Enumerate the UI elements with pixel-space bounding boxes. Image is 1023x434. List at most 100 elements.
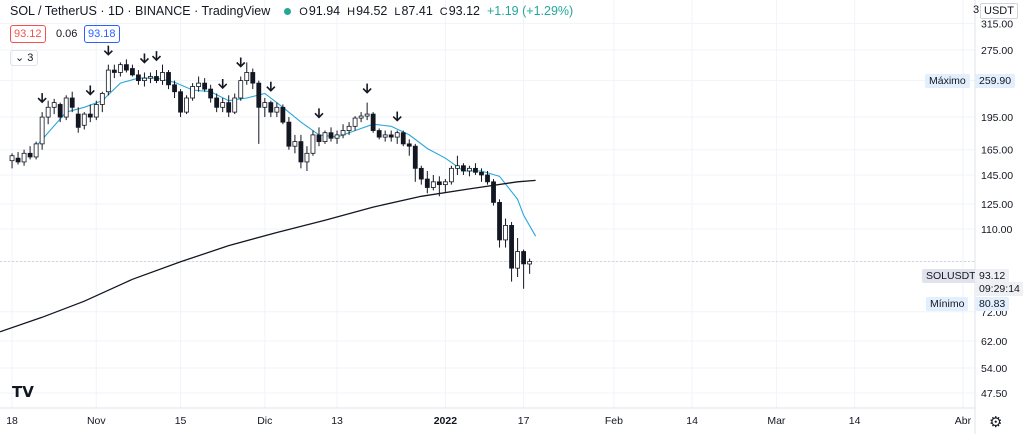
series-line-ma_long	[0, 179, 536, 333]
candle	[388, 130, 394, 142]
candle	[394, 130, 400, 144]
candle-body-up	[238, 80, 244, 99]
candle	[448, 165, 454, 185]
gear-icon[interactable]: ⚙	[989, 414, 1003, 431]
candle-body-down	[136, 74, 141, 82]
candle-body-down	[87, 113, 93, 118]
ohlc-open: O91.94	[299, 4, 341, 18]
candle	[136, 70, 141, 85]
arrow-head	[151, 55, 162, 62]
candle-body-down	[497, 202, 502, 241]
grid	[0, 0, 975, 408]
buy-button[interactable]: 93.18	[84, 25, 120, 43]
candle	[214, 93, 220, 113]
arrow-down-icon	[266, 81, 276, 92]
ohlc-high: H94.52	[347, 4, 388, 18]
candle	[304, 146, 310, 171]
candle	[69, 91, 75, 113]
x-tick-label: 18	[6, 415, 18, 427]
candle-body-down	[268, 102, 274, 113]
candle	[244, 62, 250, 85]
candle	[27, 146, 33, 160]
arrow-down-icon	[151, 51, 162, 62]
candle	[142, 72, 147, 87]
candle	[292, 134, 298, 154]
candle-body-up	[105, 69, 111, 93]
arrow-head	[314, 112, 324, 119]
candle	[75, 107, 81, 133]
candle	[455, 155, 460, 175]
candle	[166, 70, 171, 90]
candle	[467, 165, 472, 177]
symbol-title[interactable]: SOL / TetherUS · 1D · BINANCE · TradingV…	[10, 4, 271, 18]
candle-body-down	[178, 91, 183, 113]
candle-body-up	[51, 102, 57, 108]
candle	[63, 95, 69, 121]
candle-body-up	[160, 72, 165, 82]
candle-body-up	[63, 97, 69, 118]
candle-body-down	[154, 76, 159, 82]
candle	[316, 127, 322, 147]
candle-body-up	[262, 102, 268, 108]
arrow-head	[362, 88, 372, 94]
arrow-markers	[37, 45, 402, 122]
candle	[232, 93, 238, 115]
candle-body-down	[130, 68, 135, 76]
candle	[370, 112, 376, 133]
candle	[430, 174, 436, 191]
indicators-count: 3	[27, 52, 34, 64]
candle-body-up	[515, 251, 520, 269]
y-tick-label: 145.00	[981, 170, 1013, 182]
candle-body-up	[322, 132, 328, 142]
candle-body-down	[208, 88, 214, 99]
candle-body-down	[15, 157, 21, 163]
tradingview-logo[interactable]: TV	[12, 383, 34, 401]
x-tick-label: 14	[849, 415, 861, 427]
currency-selector[interactable]: USDT	[980, 3, 1018, 19]
candle	[105, 64, 111, 96]
candle	[515, 238, 520, 278]
chevron-down-icon: ⌄	[15, 52, 25, 64]
candle	[442, 179, 448, 192]
candle-body-down	[418, 167, 424, 180]
candle-body-down	[491, 181, 496, 203]
candle-body-up	[334, 134, 340, 139]
candle-body-up	[503, 225, 508, 241]
candle-body-down	[370, 113, 376, 131]
candle	[479, 168, 484, 182]
moving-averages	[0, 77, 537, 333]
sell-button[interactable]: 93.12	[10, 25, 46, 43]
candle-body-down	[436, 181, 442, 186]
x-tick-label: 13	[331, 415, 343, 427]
candle-body-down	[298, 141, 304, 163]
candle-body-up	[33, 143, 39, 158]
candle-body-up	[304, 152, 310, 163]
candle-body-up	[310, 134, 316, 154]
x-tick-label: Nov	[87, 415, 106, 427]
candle	[226, 95, 232, 118]
indicators-toggle[interactable]: ⌄ 3	[10, 50, 39, 66]
candle-body-down	[226, 102, 232, 113]
candle	[340, 124, 346, 139]
candle	[208, 84, 214, 103]
arrow-down-icon	[85, 85, 95, 96]
candle-body-down	[461, 165, 466, 172]
candle-body-up	[93, 104, 99, 118]
candle-body-up	[142, 77, 147, 82]
candle-body-up	[394, 132, 400, 138]
candle	[51, 98, 57, 115]
candle-body-up	[244, 72, 250, 82]
candle-body-up	[190, 86, 195, 99]
candle-body-down	[424, 178, 430, 188]
candle-body-up	[467, 167, 472, 172]
candle-body-down	[473, 167, 478, 173]
candle-body-up	[9, 155, 15, 162]
candle	[274, 102, 280, 118]
y-tick-label: 110.00	[981, 224, 1012, 236]
candle-body-down	[256, 82, 262, 108]
candle	[15, 152, 21, 165]
arrow-head	[218, 83, 228, 90]
candle-body-up	[346, 125, 352, 131]
candle	[81, 112, 87, 130]
